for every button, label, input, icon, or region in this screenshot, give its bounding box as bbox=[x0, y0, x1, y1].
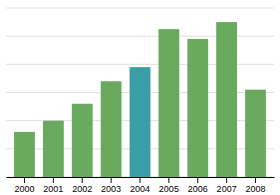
bar bbox=[245, 90, 266, 177]
x-tick-mark bbox=[226, 177, 227, 183]
x-tick: 2000 bbox=[14, 177, 34, 194]
x-tick-label: 2008 bbox=[246, 184, 266, 194]
x-tick: 2002 bbox=[72, 177, 92, 194]
x-tick-label: 2005 bbox=[159, 184, 179, 194]
x-tick-mark bbox=[111, 177, 112, 183]
x-tick: 2003 bbox=[101, 177, 121, 194]
bar bbox=[101, 81, 122, 177]
x-tick-label: 2001 bbox=[43, 184, 63, 194]
x-tick: 2004 bbox=[130, 177, 150, 194]
bar bbox=[72, 104, 93, 177]
bar bbox=[216, 22, 237, 177]
x-tick-mark bbox=[82, 177, 83, 183]
bars bbox=[14, 22, 266, 177]
bar bbox=[43, 121, 64, 177]
x-tick: 2007 bbox=[217, 177, 237, 194]
x-tick-mark bbox=[24, 177, 25, 183]
x-tick-mark bbox=[197, 177, 198, 183]
x-tick-label: 2006 bbox=[188, 184, 208, 194]
x-tick-label: 2007 bbox=[217, 184, 237, 194]
x-tick-label: 2000 bbox=[14, 184, 34, 194]
x-tick-label: 2002 bbox=[72, 184, 92, 194]
x-tick: 2005 bbox=[159, 177, 179, 194]
chart-container: 2000 2001 2002 2003 2004 2005 2006 2007 2008 bbox=[0, 0, 280, 195]
x-tick-mark bbox=[140, 177, 141, 183]
x-tick-mark bbox=[168, 177, 169, 183]
x-axis: 2000 2001 2002 2003 2004 2005 2006 2007 2008 bbox=[7, 177, 275, 194]
grid-line bbox=[6, 8, 274, 9]
plot-area: 2000 2001 2002 2003 2004 2005 2006 2007 2008 bbox=[6, 8, 275, 194]
chart: 2000 2001 2002 2003 2004 2005 2006 2007 2008 bbox=[0, 0, 280, 195]
bar bbox=[158, 29, 179, 177]
x-tick: 2001 bbox=[43, 177, 63, 194]
x-tick-mark bbox=[255, 177, 256, 183]
bar bbox=[130, 67, 151, 177]
bar bbox=[187, 39, 208, 177]
x-tick-label: 2004 bbox=[130, 184, 150, 194]
x-tick: 2006 bbox=[188, 177, 208, 194]
x-tick-label: 2003 bbox=[101, 184, 121, 194]
bar bbox=[14, 132, 35, 177]
x-tick-mark bbox=[53, 177, 54, 183]
x-tick: 2008 bbox=[246, 177, 266, 194]
grid bbox=[6, 8, 274, 177]
